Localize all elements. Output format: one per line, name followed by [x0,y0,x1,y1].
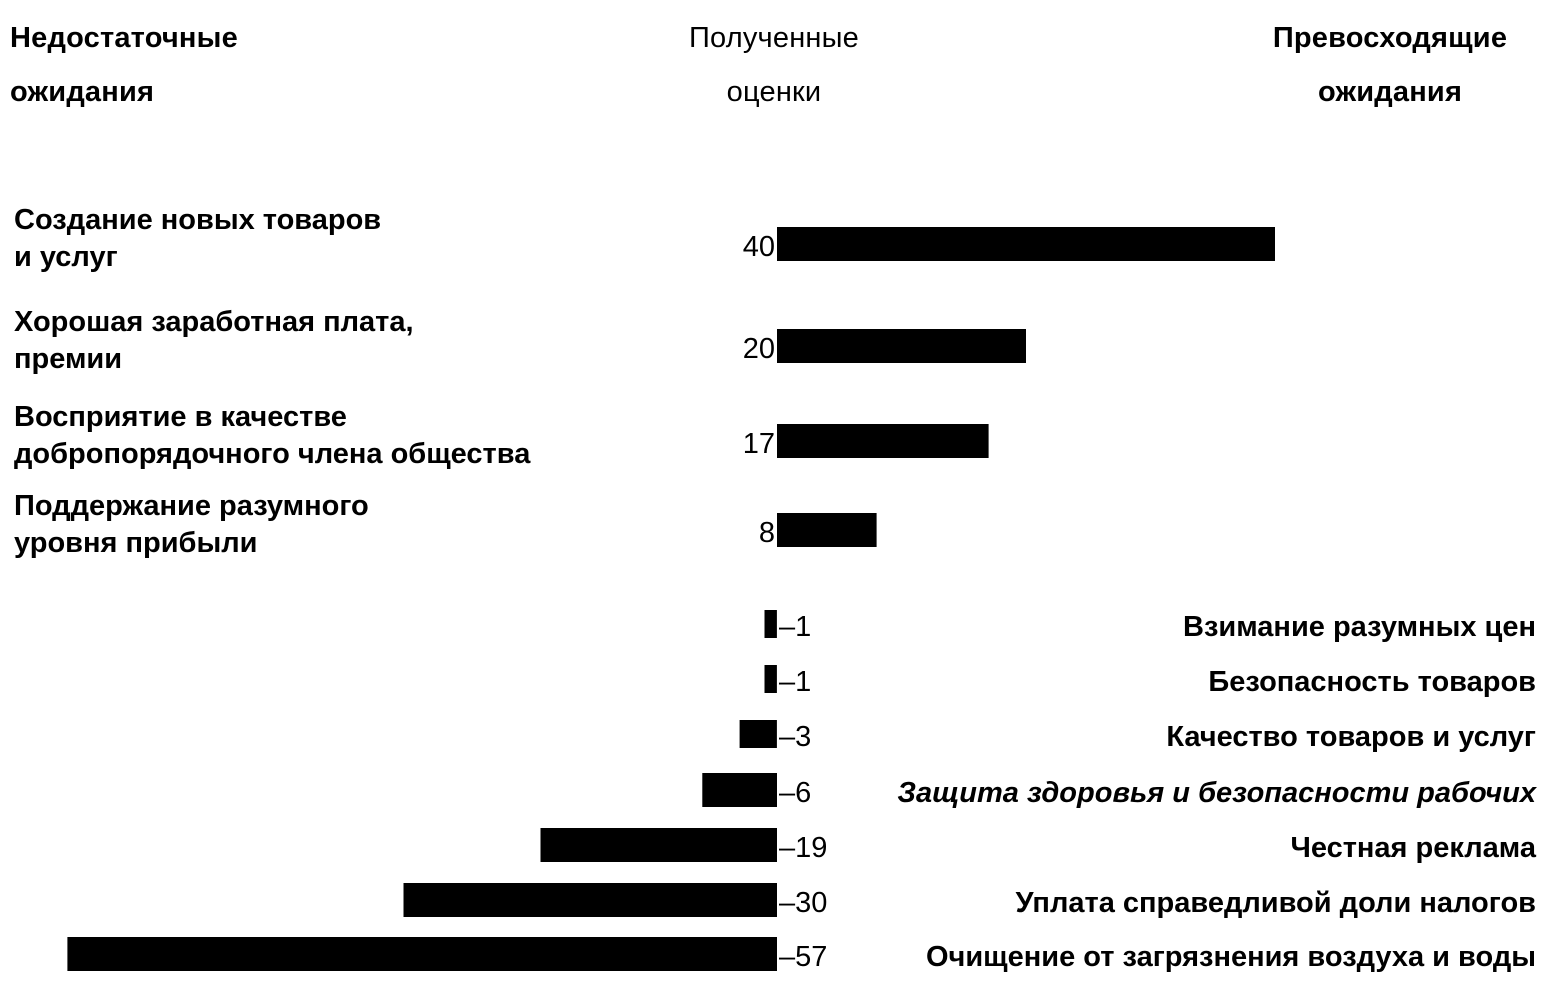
value-label-0: 40 [743,231,775,263]
category-label-6: Качество товаров и услуг [1166,721,1536,753]
category-label-5: Безопасность товаров [1208,666,1536,698]
bar-1 [777,329,1026,363]
value-label-4: –1 [779,611,811,643]
value-label-1: 20 [743,333,775,365]
value-label-3: 8 [759,517,775,549]
value-label-10: –57 [779,941,827,973]
category-label-4: Взимание разумных цен [1183,611,1536,643]
header-received-scores: Полученные оценки [689,22,859,108]
category-label-9: Уплата справедливой доли налогов [1016,887,1537,919]
value-label-9: –30 [779,887,827,919]
header-insufficient-expectations: Недостаточные ожидания [10,22,238,108]
category-label-0: Создание новых товаров и услуг [14,204,381,273]
category-label-1: Хорошая заработная плата, премии [14,306,414,375]
category-label-2: Восприятие в качестве добропорядочного чл… [14,401,531,470]
value-label-2: 17 [743,428,775,460]
bar-9 [403,883,777,917]
value-label-7: –6 [779,777,811,809]
category-label-7: Защита здоровья и безопасности рабочих [897,777,1537,809]
bar-6 [739,720,777,748]
bar-2 [777,424,989,458]
header-exceeding-expectations: Превосходящие ожидания [1272,22,1508,108]
bar-8 [540,828,777,862]
bar-7 [702,773,777,807]
bar-5 [764,665,777,693]
value-label-6: –3 [779,721,811,753]
value-label-8: –19 [779,832,827,864]
bar-4 [764,610,777,638]
bar-10 [67,937,777,971]
category-label-3: Поддержание разумного уровня прибыли [14,490,369,559]
bar-0 [777,227,1275,261]
category-label-10: Очищение от загрязнения воздуха и воды [926,941,1536,973]
value-label-5: –1 [779,666,811,698]
bar-3 [777,513,877,547]
category-label-8: Честная реклама [1290,832,1536,864]
